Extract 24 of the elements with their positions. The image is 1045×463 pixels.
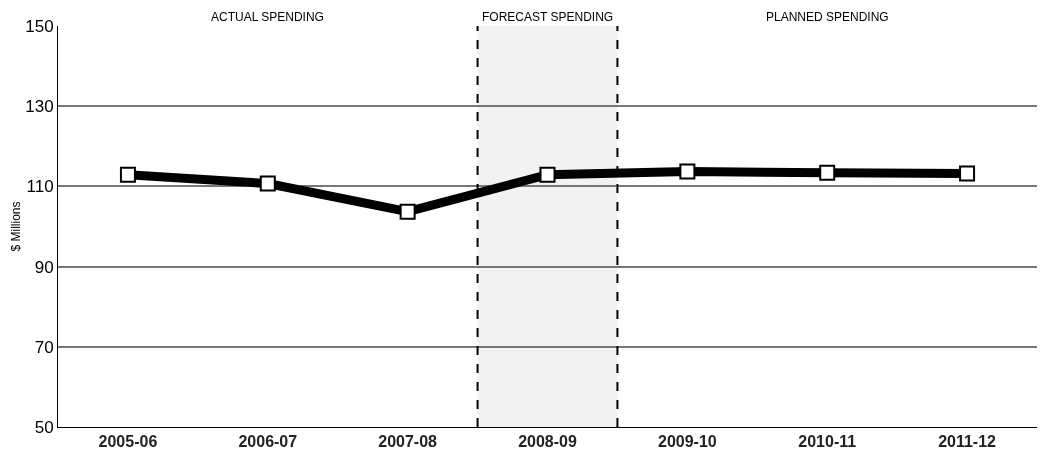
point [259,175,276,192]
point [679,163,696,180]
x-tick-label: 2005-06 [98,433,158,451]
text: PLANNED SPENDING [766,10,889,24]
x-tick-label: 2006-07 [238,433,298,451]
y-tick-label: 150 [25,16,54,36]
x-tick-label: 2007-08 [378,433,438,451]
x-tick-label: 2008-09 [518,433,577,451]
x-tick-label: 2010-11 [798,433,857,451]
point [819,164,836,181]
text: ACTUAL SPENDING [211,10,324,24]
point [539,166,556,183]
x-tick-label: 2011-12 [938,433,997,451]
x-tick-label: 2009-10 [658,433,717,451]
point [959,165,976,182]
point [399,203,416,220]
y-tick-label: 90 [34,257,54,277]
y-tick-label: 110 [26,177,54,197]
band-label: FORECAST SPENDING [482,10,614,24]
y-tick-label: 70 [34,337,54,357]
point [119,166,136,183]
y-axis-title: $ Millions [8,201,23,252]
y-tick-label: 50 [34,417,54,437]
y-tick-label: 130 [25,97,54,117]
